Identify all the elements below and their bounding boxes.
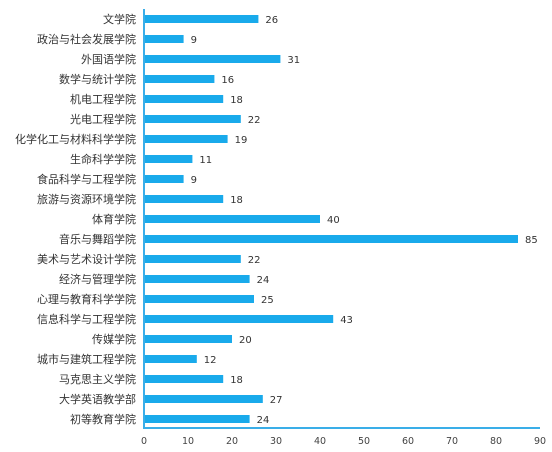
- category-label: 传媒学院: [92, 332, 136, 346]
- data-label: 31: [287, 55, 300, 66]
- bar: [144, 215, 320, 223]
- bar: [144, 95, 224, 103]
- data-label: 26: [265, 15, 278, 26]
- bar: [144, 155, 193, 163]
- data-label: 19: [235, 135, 248, 146]
- data-label: 18: [230, 375, 243, 386]
- x-tick-label: 70: [446, 436, 458, 447]
- data-label: 11: [199, 155, 212, 166]
- bar: [144, 135, 228, 143]
- bar: [144, 55, 281, 63]
- x-tick-label: 20: [226, 436, 238, 447]
- data-label: 9: [191, 175, 197, 186]
- data-label: 27: [270, 395, 283, 406]
- data-label: 20: [239, 335, 252, 346]
- bar: [144, 375, 224, 383]
- bar: [144, 115, 241, 123]
- bar: [144, 295, 254, 303]
- bar: [144, 415, 250, 423]
- bar: [144, 335, 232, 343]
- category-label: 美术与艺术设计学院: [37, 252, 136, 266]
- category-label: 文学院: [103, 12, 136, 26]
- data-label: 43: [340, 315, 353, 326]
- x-tick-label: 10: [182, 436, 194, 447]
- bar: [144, 75, 215, 83]
- category-label: 外国语学院: [81, 52, 136, 66]
- x-tick-label: 80: [490, 436, 502, 447]
- category-label: 初等教育学院: [70, 412, 136, 426]
- category-label: 体育学院: [92, 212, 136, 226]
- category-label: 大学英语教学部: [59, 392, 136, 406]
- bar: [144, 15, 259, 23]
- data-label: 12: [204, 355, 217, 366]
- bar: [144, 275, 250, 283]
- bar: [144, 315, 334, 323]
- category-label: 食品科学与工程学院: [37, 172, 136, 186]
- x-tick-label: 0: [141, 436, 147, 447]
- x-tick-label: 30: [270, 436, 282, 447]
- data-label: 85: [525, 235, 538, 246]
- category-label: 城市与建筑工程学院: [37, 352, 136, 366]
- data-label: 18: [230, 95, 243, 106]
- bar: [144, 195, 224, 203]
- category-labels: 文学院政治与社会发展学院外国语学院数学与统计学院机电工程学院光电工程学院化学化工…: [15, 12, 136, 426]
- category-label: 生命科学学院: [70, 152, 136, 166]
- data-label: 24: [257, 415, 270, 426]
- category-label: 光电工程学院: [70, 112, 136, 126]
- x-tick-label: 60: [402, 436, 414, 447]
- data-label: 25: [261, 295, 274, 306]
- category-label: 心理与教育科学学院: [37, 292, 136, 306]
- data-label: 24: [257, 275, 270, 286]
- bars-layer: [144, 15, 518, 423]
- category-label: 马克思主义学院: [59, 372, 136, 386]
- data-label: 16: [221, 75, 234, 86]
- x-tick-label: 50: [358, 436, 370, 447]
- data-label: 18: [230, 195, 243, 206]
- category-label: 经济与管理学院: [59, 272, 136, 286]
- data-label: 40: [327, 215, 340, 226]
- bar: [144, 255, 241, 263]
- category-label: 政治与社会发展学院: [37, 32, 136, 46]
- category-label: 音乐与舞蹈学院: [59, 232, 136, 246]
- bar: [144, 395, 263, 403]
- bar: [144, 355, 197, 363]
- category-label: 旅游与资源环境学院: [37, 192, 136, 206]
- x-tick-label: 90: [534, 436, 546, 447]
- data-label: 22: [248, 115, 261, 126]
- category-label: 数学与统计学院: [59, 72, 136, 86]
- x-axis-ticks: 0 10 20 30 40 50 60 70 80 90: [141, 436, 546, 447]
- x-tick-label: 40: [314, 436, 326, 447]
- bar: [144, 35, 184, 43]
- data-label: 9: [191, 35, 197, 46]
- category-label: 信息科学与工程学院: [37, 312, 136, 326]
- data-label: 22: [248, 255, 261, 266]
- category-label: 机电工程学院: [70, 92, 136, 106]
- category-label: 化学化工与材料科学学院: [15, 132, 136, 146]
- bar: [144, 235, 518, 243]
- bar: [144, 175, 184, 183]
